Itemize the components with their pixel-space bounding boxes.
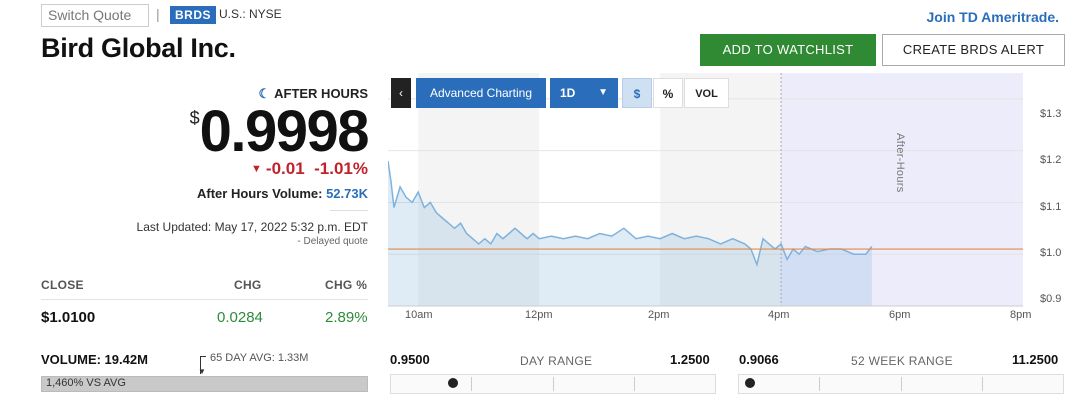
ticker-badge: BRDS	[170, 6, 217, 24]
percent-toggle[interactable]: %	[653, 78, 683, 108]
chg-value: 0.0284	[217, 309, 263, 326]
switch-quote-input[interactable]: Switch Quote	[41, 4, 149, 27]
price-change: ▼ -0.01 -1.01%	[251, 159, 368, 179]
range-tick	[553, 377, 554, 391]
price-display: $0.9998	[189, 98, 370, 165]
create-alert-button[interactable]: CREATE BRDS ALERT	[882, 34, 1065, 66]
x-tick-label: 10am	[405, 309, 433, 321]
table-divider	[41, 299, 368, 300]
range-tick	[982, 377, 983, 391]
week52-range-high: 11.2500	[1012, 352, 1059, 367]
chg-header: CHG	[234, 278, 262, 292]
week52-range-title: 52 WEEK RANGE	[851, 354, 953, 368]
join-td-link[interactable]: Join TD Ameritrade.	[926, 9, 1059, 25]
day-range-high: 1.2500	[670, 352, 710, 367]
volume-vs-avg: 1,460% VS AVG	[46, 377, 126, 389]
range-dropdown[interactable]: 1D ▼	[550, 78, 618, 108]
range-tick	[901, 377, 902, 391]
chart-back-button[interactable]: ‹	[391, 78, 411, 108]
x-tick-label: 12pm	[525, 309, 553, 321]
delayed-quote-note: - Delayed quote	[297, 236, 368, 247]
x-tick-label: 8pm	[1010, 309, 1032, 321]
hour-band	[418, 73, 540, 306]
week52-range-marker	[745, 378, 756, 388]
avg-marker	[200, 356, 206, 374]
y-tick-label: $1.3	[1040, 108, 1062, 120]
exchange-label: U.S.: NYSE	[219, 7, 282, 21]
week52-range-low: 0.9066	[739, 352, 779, 367]
hour-band	[660, 73, 782, 306]
down-arrow-icon: ▼	[251, 163, 262, 175]
add-to-watchlist-button[interactable]: ADD TO WATCHLIST	[700, 34, 876, 66]
close-header: CLOSE	[41, 278, 84, 292]
range-label: 1D	[560, 86, 576, 100]
ahv-label: After Hours Volume:	[197, 186, 323, 201]
avg-volume-label: 65 DAY AVG: 1.33M	[210, 352, 309, 364]
chg-pct-value: 2.89%	[325, 309, 368, 326]
range-tick	[471, 377, 472, 391]
range-tick	[634, 377, 635, 391]
y-tick-label: $1.1	[1040, 201, 1062, 213]
day-range-marker	[447, 378, 458, 388]
moon-icon: ☾	[258, 86, 271, 101]
chg-pct-header: CHG %	[325, 278, 368, 292]
last-price: 0.9998	[199, 99, 370, 164]
divider	[330, 210, 368, 211]
after-hours-region	[781, 73, 1023, 306]
ahv-value: 52.73K	[326, 186, 368, 201]
day-range-low: 0.9500	[390, 352, 430, 367]
volume-toggle[interactable]: VOL	[684, 78, 729, 108]
company-name: Bird Global Inc.	[41, 33, 236, 63]
x-tick-label: 4pm	[768, 309, 790, 321]
volume-bar	[41, 376, 368, 392]
close-value: $1.0100	[41, 309, 96, 326]
header-separator: |	[156, 6, 160, 22]
price-chart[interactable]	[388, 73, 1068, 313]
change-value: -0.01	[265, 159, 305, 178]
y-tick-label: $1.0	[1040, 247, 1062, 259]
avg-marker-arrow-icon: ▼	[198, 367, 206, 376]
day-range-title: DAY RANGE	[520, 354, 593, 368]
caret-down-icon: ▼	[598, 87, 608, 98]
dollar-toggle[interactable]: $	[622, 78, 652, 108]
after-hours-annotation: After-Hours	[894, 133, 906, 193]
advanced-charting-button[interactable]: Advanced Charting	[416, 78, 546, 108]
after-hours-volume: After Hours Volume: 52.73K	[197, 186, 368, 201]
range-tick	[819, 377, 820, 391]
x-tick-label: 6pm	[889, 309, 911, 321]
price-line	[388, 160, 873, 268]
y-tick-label: $1.2	[1040, 154, 1062, 166]
session-indicator: ☾ AFTER HOURS	[258, 86, 368, 102]
session-label: AFTER HOURS	[274, 86, 368, 101]
y-tick-label: $0.9	[1040, 293, 1062, 305]
x-tick-label: 2pm	[648, 309, 670, 321]
last-updated: Last Updated: May 17, 2022 5:32 p.m. EDT	[136, 220, 368, 234]
volume-label: VOLUME: 19.42M	[41, 352, 148, 367]
currency-symbol: $	[189, 108, 200, 128]
change-percent: -1.01%	[314, 159, 368, 178]
